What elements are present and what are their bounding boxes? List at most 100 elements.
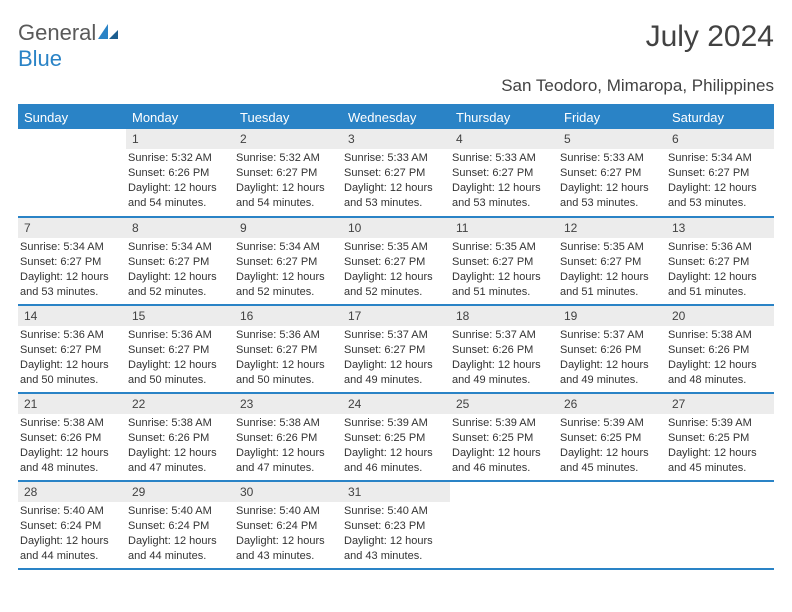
daylight-text: Daylight: 12 hours and 53 minutes.	[452, 181, 554, 211]
sunset-text: Sunset: 6:27 PM	[344, 166, 446, 181]
sunset-text: Sunset: 6:24 PM	[236, 519, 338, 534]
calendar-cell: 16Sunrise: 5:36 AMSunset: 6:27 PMDayligh…	[234, 305, 342, 393]
sunrise-text: Sunrise: 5:36 AM	[128, 328, 230, 343]
sunrise-text: Sunrise: 5:39 AM	[452, 416, 554, 431]
daylight-text: Daylight: 12 hours and 53 minutes.	[20, 270, 122, 300]
day-header: Monday	[126, 105, 234, 129]
day-details: Sunrise: 5:39 AMSunset: 6:25 PMDaylight:…	[342, 414, 450, 477]
sunset-text: Sunset: 6:27 PM	[344, 343, 446, 358]
day-details: Sunrise: 5:37 AMSunset: 6:26 PMDaylight:…	[558, 326, 666, 389]
sunrise-text: Sunrise: 5:37 AM	[452, 328, 554, 343]
day-details: Sunrise: 5:38 AMSunset: 6:26 PMDaylight:…	[18, 414, 126, 477]
calendar-cell: 21Sunrise: 5:38 AMSunset: 6:26 PMDayligh…	[18, 393, 126, 481]
sunset-text: Sunset: 6:26 PM	[236, 431, 338, 446]
calendar-cell: 7Sunrise: 5:34 AMSunset: 6:27 PMDaylight…	[18, 217, 126, 305]
sunset-text: Sunset: 6:27 PM	[236, 343, 338, 358]
day-details: Sunrise: 5:36 AMSunset: 6:27 PMDaylight:…	[126, 326, 234, 389]
sunset-text: Sunset: 6:27 PM	[668, 166, 770, 181]
calendar-cell: 10Sunrise: 5:35 AMSunset: 6:27 PMDayligh…	[342, 217, 450, 305]
sunrise-text: Sunrise: 5:34 AM	[236, 240, 338, 255]
daylight-text: Daylight: 12 hours and 50 minutes.	[128, 358, 230, 388]
calendar-cell: 13Sunrise: 5:36 AMSunset: 6:27 PMDayligh…	[666, 217, 774, 305]
sunrise-text: Sunrise: 5:32 AM	[236, 151, 338, 166]
sunset-text: Sunset: 6:27 PM	[344, 255, 446, 270]
daylight-text: Daylight: 12 hours and 43 minutes.	[236, 534, 338, 564]
calendar-cell: 14Sunrise: 5:36 AMSunset: 6:27 PMDayligh…	[18, 305, 126, 393]
calendar-cell: 23Sunrise: 5:38 AMSunset: 6:26 PMDayligh…	[234, 393, 342, 481]
day-number: 11	[450, 218, 558, 238]
day-details: Sunrise: 5:34 AMSunset: 6:27 PMDaylight:…	[18, 238, 126, 301]
sunset-text: Sunset: 6:26 PM	[20, 431, 122, 446]
day-details: Sunrise: 5:40 AMSunset: 6:23 PMDaylight:…	[342, 502, 450, 565]
day-details: Sunrise: 5:33 AMSunset: 6:27 PMDaylight:…	[342, 149, 450, 212]
calendar-cell: 29Sunrise: 5:40 AMSunset: 6:24 PMDayligh…	[126, 481, 234, 569]
sunset-text: Sunset: 6:25 PM	[560, 431, 662, 446]
calendar-cell: 25Sunrise: 5:39 AMSunset: 6:25 PMDayligh…	[450, 393, 558, 481]
daylight-text: Daylight: 12 hours and 50 minutes.	[20, 358, 122, 388]
header: General Blue July 2024	[18, 20, 774, 72]
calendar-cell: 1Sunrise: 5:32 AMSunset: 6:26 PMDaylight…	[126, 129, 234, 217]
day-details: Sunrise: 5:32 AMSunset: 6:26 PMDaylight:…	[126, 149, 234, 212]
sunrise-text: Sunrise: 5:38 AM	[128, 416, 230, 431]
day-number: 17	[342, 306, 450, 326]
daylight-text: Daylight: 12 hours and 48 minutes.	[668, 358, 770, 388]
daylight-text: Daylight: 12 hours and 46 minutes.	[344, 446, 446, 476]
calendar-cell: 17Sunrise: 5:37 AMSunset: 6:27 PMDayligh…	[342, 305, 450, 393]
calendar-row: 1Sunrise: 5:32 AMSunset: 6:26 PMDaylight…	[18, 129, 774, 217]
calendar-cell: 3Sunrise: 5:33 AMSunset: 6:27 PMDaylight…	[342, 129, 450, 217]
calendar-cell: 6Sunrise: 5:34 AMSunset: 6:27 PMDaylight…	[666, 129, 774, 217]
day-details: Sunrise: 5:36 AMSunset: 6:27 PMDaylight:…	[234, 326, 342, 389]
daylight-text: Daylight: 12 hours and 54 minutes.	[236, 181, 338, 211]
day-number: 28	[18, 482, 126, 502]
day-header: Wednesday	[342, 105, 450, 129]
day-number: 12	[558, 218, 666, 238]
daylight-text: Daylight: 12 hours and 53 minutes.	[668, 181, 770, 211]
day-details: Sunrise: 5:39 AMSunset: 6:25 PMDaylight:…	[666, 414, 774, 477]
sunset-text: Sunset: 6:27 PM	[20, 255, 122, 270]
day-number: 26	[558, 394, 666, 414]
sunset-text: Sunset: 6:27 PM	[452, 166, 554, 181]
sunrise-text: Sunrise: 5:39 AM	[668, 416, 770, 431]
sunrise-text: Sunrise: 5:34 AM	[20, 240, 122, 255]
logo-general: General	[18, 20, 96, 45]
daylight-text: Daylight: 12 hours and 43 minutes.	[344, 534, 446, 564]
calendar-cell: 26Sunrise: 5:39 AMSunset: 6:25 PMDayligh…	[558, 393, 666, 481]
sunrise-text: Sunrise: 5:38 AM	[668, 328, 770, 343]
daylight-text: Daylight: 12 hours and 45 minutes.	[668, 446, 770, 476]
daylight-text: Daylight: 12 hours and 51 minutes.	[452, 270, 554, 300]
logo: General Blue	[18, 20, 120, 72]
day-details: Sunrise: 5:36 AMSunset: 6:27 PMDaylight:…	[18, 326, 126, 389]
sunrise-text: Sunrise: 5:33 AM	[560, 151, 662, 166]
day-number: 8	[126, 218, 234, 238]
daylight-text: Daylight: 12 hours and 47 minutes.	[128, 446, 230, 476]
calendar-cell: 19Sunrise: 5:37 AMSunset: 6:26 PMDayligh…	[558, 305, 666, 393]
daylight-text: Daylight: 12 hours and 49 minutes.	[452, 358, 554, 388]
day-number: 15	[126, 306, 234, 326]
day-number: 10	[342, 218, 450, 238]
sunrise-text: Sunrise: 5:36 AM	[20, 328, 122, 343]
day-details: Sunrise: 5:37 AMSunset: 6:26 PMDaylight:…	[450, 326, 558, 389]
sunset-text: Sunset: 6:27 PM	[452, 255, 554, 270]
daylight-text: Daylight: 12 hours and 52 minutes.	[128, 270, 230, 300]
calendar-row: 28Sunrise: 5:40 AMSunset: 6:24 PMDayligh…	[18, 481, 774, 569]
daylight-text: Daylight: 12 hours and 49 minutes.	[560, 358, 662, 388]
sunset-text: Sunset: 6:23 PM	[344, 519, 446, 534]
calendar-cell: 8Sunrise: 5:34 AMSunset: 6:27 PMDaylight…	[126, 217, 234, 305]
day-details: Sunrise: 5:34 AMSunset: 6:27 PMDaylight:…	[666, 149, 774, 212]
day-header: Saturday	[666, 105, 774, 129]
day-number: 2	[234, 129, 342, 149]
day-number: 4	[450, 129, 558, 149]
calendar-cell: 12Sunrise: 5:35 AMSunset: 6:27 PMDayligh…	[558, 217, 666, 305]
day-details: Sunrise: 5:33 AMSunset: 6:27 PMDaylight:…	[450, 149, 558, 212]
sunrise-text: Sunrise: 5:38 AM	[236, 416, 338, 431]
sunrise-text: Sunrise: 5:33 AM	[344, 151, 446, 166]
day-number: 1	[126, 129, 234, 149]
day-number: 24	[342, 394, 450, 414]
day-header-row: Sunday Monday Tuesday Wednesday Thursday…	[18, 105, 774, 129]
day-number: 23	[234, 394, 342, 414]
sunset-text: Sunset: 6:27 PM	[236, 255, 338, 270]
sunset-text: Sunset: 6:26 PM	[128, 166, 230, 181]
sunrise-text: Sunrise: 5:38 AM	[20, 416, 122, 431]
calendar-cell: 24Sunrise: 5:39 AMSunset: 6:25 PMDayligh…	[342, 393, 450, 481]
sunrise-text: Sunrise: 5:36 AM	[236, 328, 338, 343]
